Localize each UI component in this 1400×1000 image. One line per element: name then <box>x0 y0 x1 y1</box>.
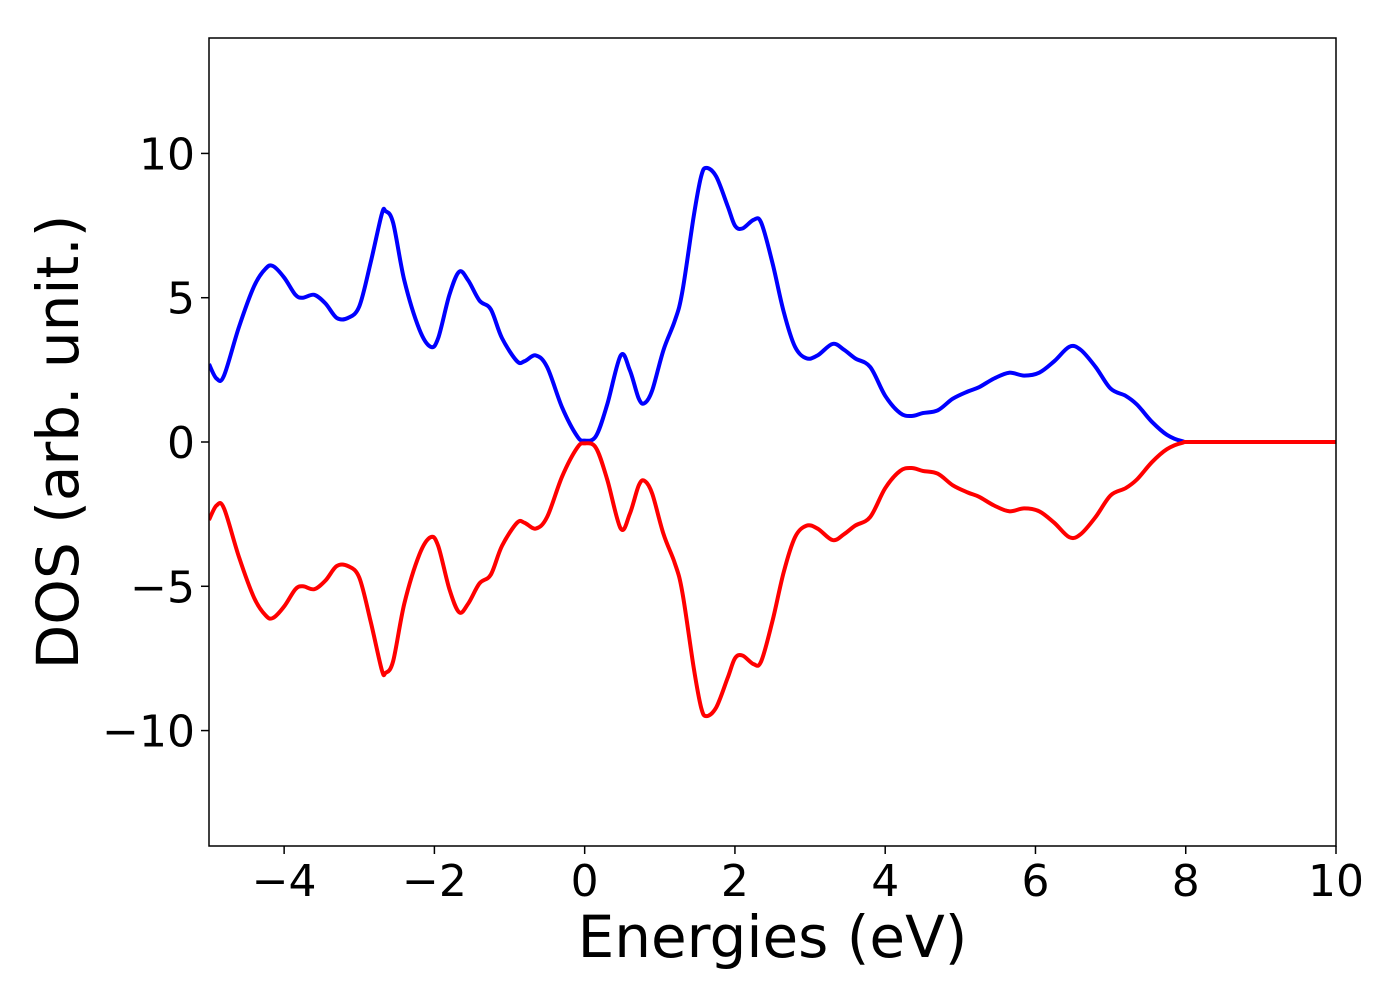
x-tick-label: −2 <box>402 856 467 907</box>
y-axis: −10 −5 0 5 10 <box>102 129 209 758</box>
y-tick-label: −5 <box>130 562 195 613</box>
x-tick-label: 10 <box>1308 856 1364 907</box>
y-tick-label: 0 <box>167 418 195 469</box>
x-tick-label: 2 <box>721 856 749 907</box>
y-tick-label: 10 <box>139 129 195 180</box>
plot-frame <box>208 37 1337 847</box>
x-tick-label: −4 <box>252 856 317 907</box>
x-tick-label: 4 <box>871 856 899 907</box>
y-tick-label: 5 <box>167 274 195 325</box>
x-axis-label: Energies (eV) <box>578 903 968 971</box>
y-axis-label: DOS (arb. unit.) <box>24 215 92 670</box>
dos-spin-up-line <box>209 165 1336 445</box>
x-axis: −4 −2 0 2 4 6 8 10 <box>252 846 1364 907</box>
dos-spin-down-line <box>209 439 1336 719</box>
series-layer <box>209 165 1336 719</box>
x-tick-label: 8 <box>1172 856 1200 907</box>
x-tick-label: 0 <box>571 856 599 907</box>
x-tick-label: 6 <box>1021 856 1049 907</box>
y-tick-label: −10 <box>102 707 195 758</box>
